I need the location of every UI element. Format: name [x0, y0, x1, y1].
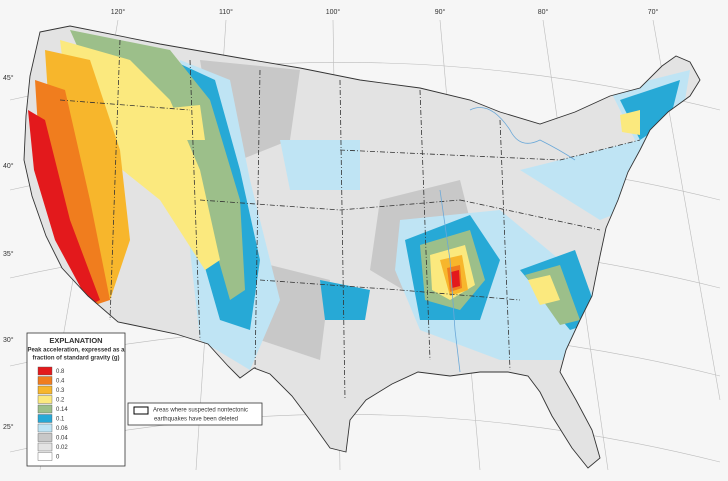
note-text: Areas where suspected nontectonic — [153, 408, 248, 414]
longitude-label: 120° — [111, 8, 126, 16]
longitude-label: 80° — [538, 8, 549, 16]
note-swatch — [133, 406, 149, 415]
legend-subtitle: Peak acceleration, expressed as a — [27, 348, 125, 354]
latitude-label: 40° — [3, 162, 14, 170]
legend-label: 0.06 — [56, 426, 68, 432]
legend-label: 0 — [56, 455, 60, 461]
legend-title: EXPLANATION — [49, 336, 102, 345]
hazard-zone — [35, 80, 598, 330]
longitude-label: 70° — [648, 8, 659, 16]
legend-label: 0.4 — [56, 379, 65, 385]
longitude-label: 100° — [326, 8, 341, 16]
note-text: earthquakes have been deleted — [154, 417, 238, 423]
legend: EXPLANATION Peak acceleration, expressed… — [26, 332, 126, 467]
note: Areas where suspected nontectonic earthq… — [127, 402, 263, 426]
legend-swatch — [37, 433, 53, 442]
legend-swatch — [37, 366, 53, 376]
longitude-label: 110° — [219, 8, 233, 16]
legend-swatch — [37, 404, 53, 414]
legend-swatch — [37, 414, 53, 423]
latitude-labels: 45° 40° 35° 30° 25° — [3, 74, 14, 431]
latitude-label: 45° — [3, 74, 14, 82]
legend-swatch — [37, 442, 53, 452]
latitude-label: 25° — [3, 423, 14, 431]
legend-label: 0.02 — [56, 445, 68, 451]
legend-label: 0.2 — [56, 398, 65, 404]
legend-swatch — [37, 452, 53, 461]
legend-label: 0.04 — [56, 436, 68, 442]
hazard-zone — [60, 40, 640, 305]
longitude-labels: 120° 110° 100° 90° 80° 70° — [111, 8, 659, 16]
latitude-label: 35° — [3, 250, 14, 258]
state-boundaries — [59, 39, 641, 401]
lakes-and-rivers — [439, 107, 576, 373]
latitude-label: 30° — [3, 336, 14, 344]
note-box — [127, 402, 263, 426]
hazard-zone — [150, 50, 680, 330]
legend-label: 0.14 — [56, 407, 68, 413]
legend-swatch — [37, 376, 53, 385]
legend-swatch — [37, 423, 53, 433]
legend-subtitle: fraction of standard gravity (g) — [32, 356, 119, 362]
legend-label: 0.3 — [56, 388, 65, 394]
longitude-label: 90° — [435, 8, 446, 16]
legend-label: 0.1 — [56, 417, 65, 423]
legend-swatch — [37, 395, 53, 404]
legend-swatch — [37, 385, 53, 395]
legend-label: 0.8 — [56, 369, 65, 375]
